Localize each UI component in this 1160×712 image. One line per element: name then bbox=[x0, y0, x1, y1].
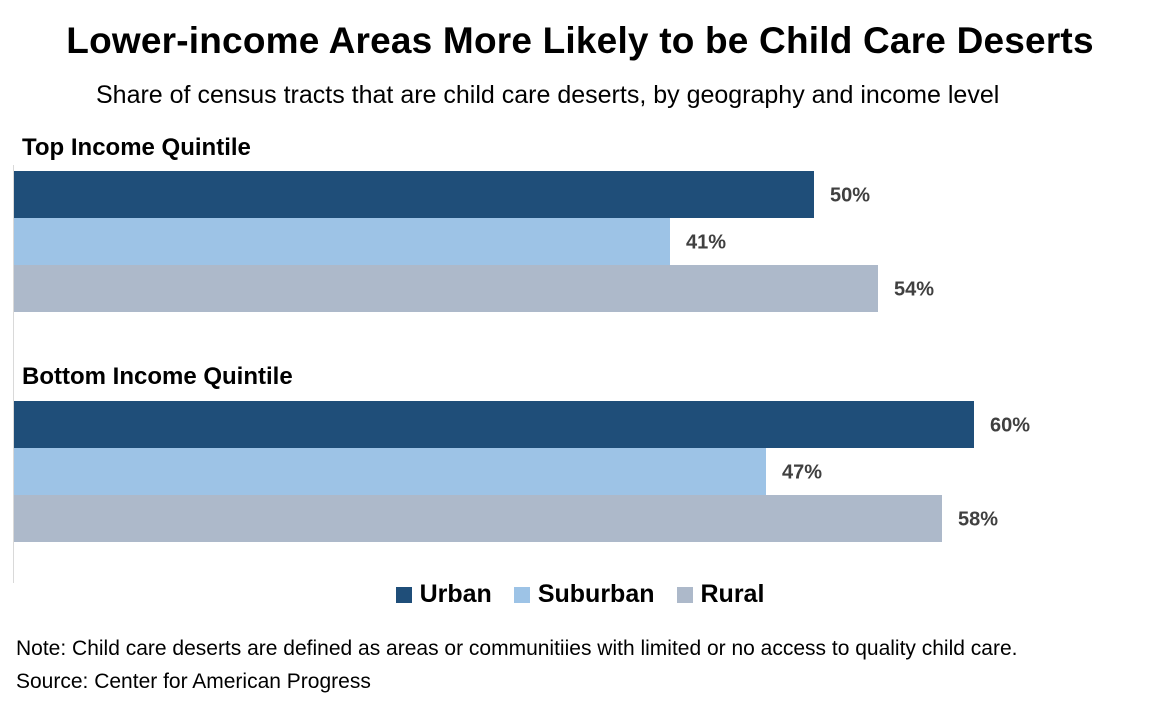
legend-label-suburban: Suburban bbox=[537, 580, 655, 608]
legend-swatch-rural bbox=[676, 586, 693, 603]
group-label: Top Income Quintile bbox=[22, 134, 251, 161]
group-label: Bottom Income Quintile bbox=[22, 363, 293, 390]
chart-note: Note: Child care deserts are defined as … bbox=[16, 637, 1018, 660]
bar-suburban bbox=[14, 448, 766, 495]
bar-urban bbox=[14, 401, 974, 448]
data-label: 58% bbox=[958, 509, 998, 531]
legend: Urban Suburban Rural bbox=[0, 580, 1160, 609]
data-label: 60% bbox=[990, 415, 1030, 437]
legend-swatch-urban bbox=[395, 586, 412, 603]
legend-item-suburban: Suburban bbox=[513, 580, 655, 609]
chart-subtitle: Share of census tracts that are child ca… bbox=[96, 81, 1000, 109]
data-label: 50% bbox=[830, 185, 870, 207]
bar-rural bbox=[14, 495, 942, 542]
bar-rural bbox=[14, 265, 878, 312]
legend-label-rural: Rural bbox=[700, 580, 765, 608]
legend-label-urban: Urban bbox=[419, 580, 492, 608]
legend-swatch-suburban bbox=[513, 586, 530, 603]
chart-source: Source: Center for American Progress bbox=[16, 670, 371, 693]
data-label: 47% bbox=[782, 462, 822, 484]
legend-item-rural: Rural bbox=[676, 580, 765, 609]
data-label: 54% bbox=[894, 279, 934, 301]
bar-urban bbox=[14, 171, 814, 218]
legend-item-urban: Urban bbox=[395, 580, 492, 609]
chart-title: Lower-income Areas More Likely to be Chi… bbox=[66, 20, 1094, 61]
data-label: 41% bbox=[686, 232, 726, 254]
bar-suburban bbox=[14, 218, 670, 265]
bars-layer: Top Income Quintile 50% 41% 54% Bottom Incom… bbox=[14, 134, 1030, 542]
